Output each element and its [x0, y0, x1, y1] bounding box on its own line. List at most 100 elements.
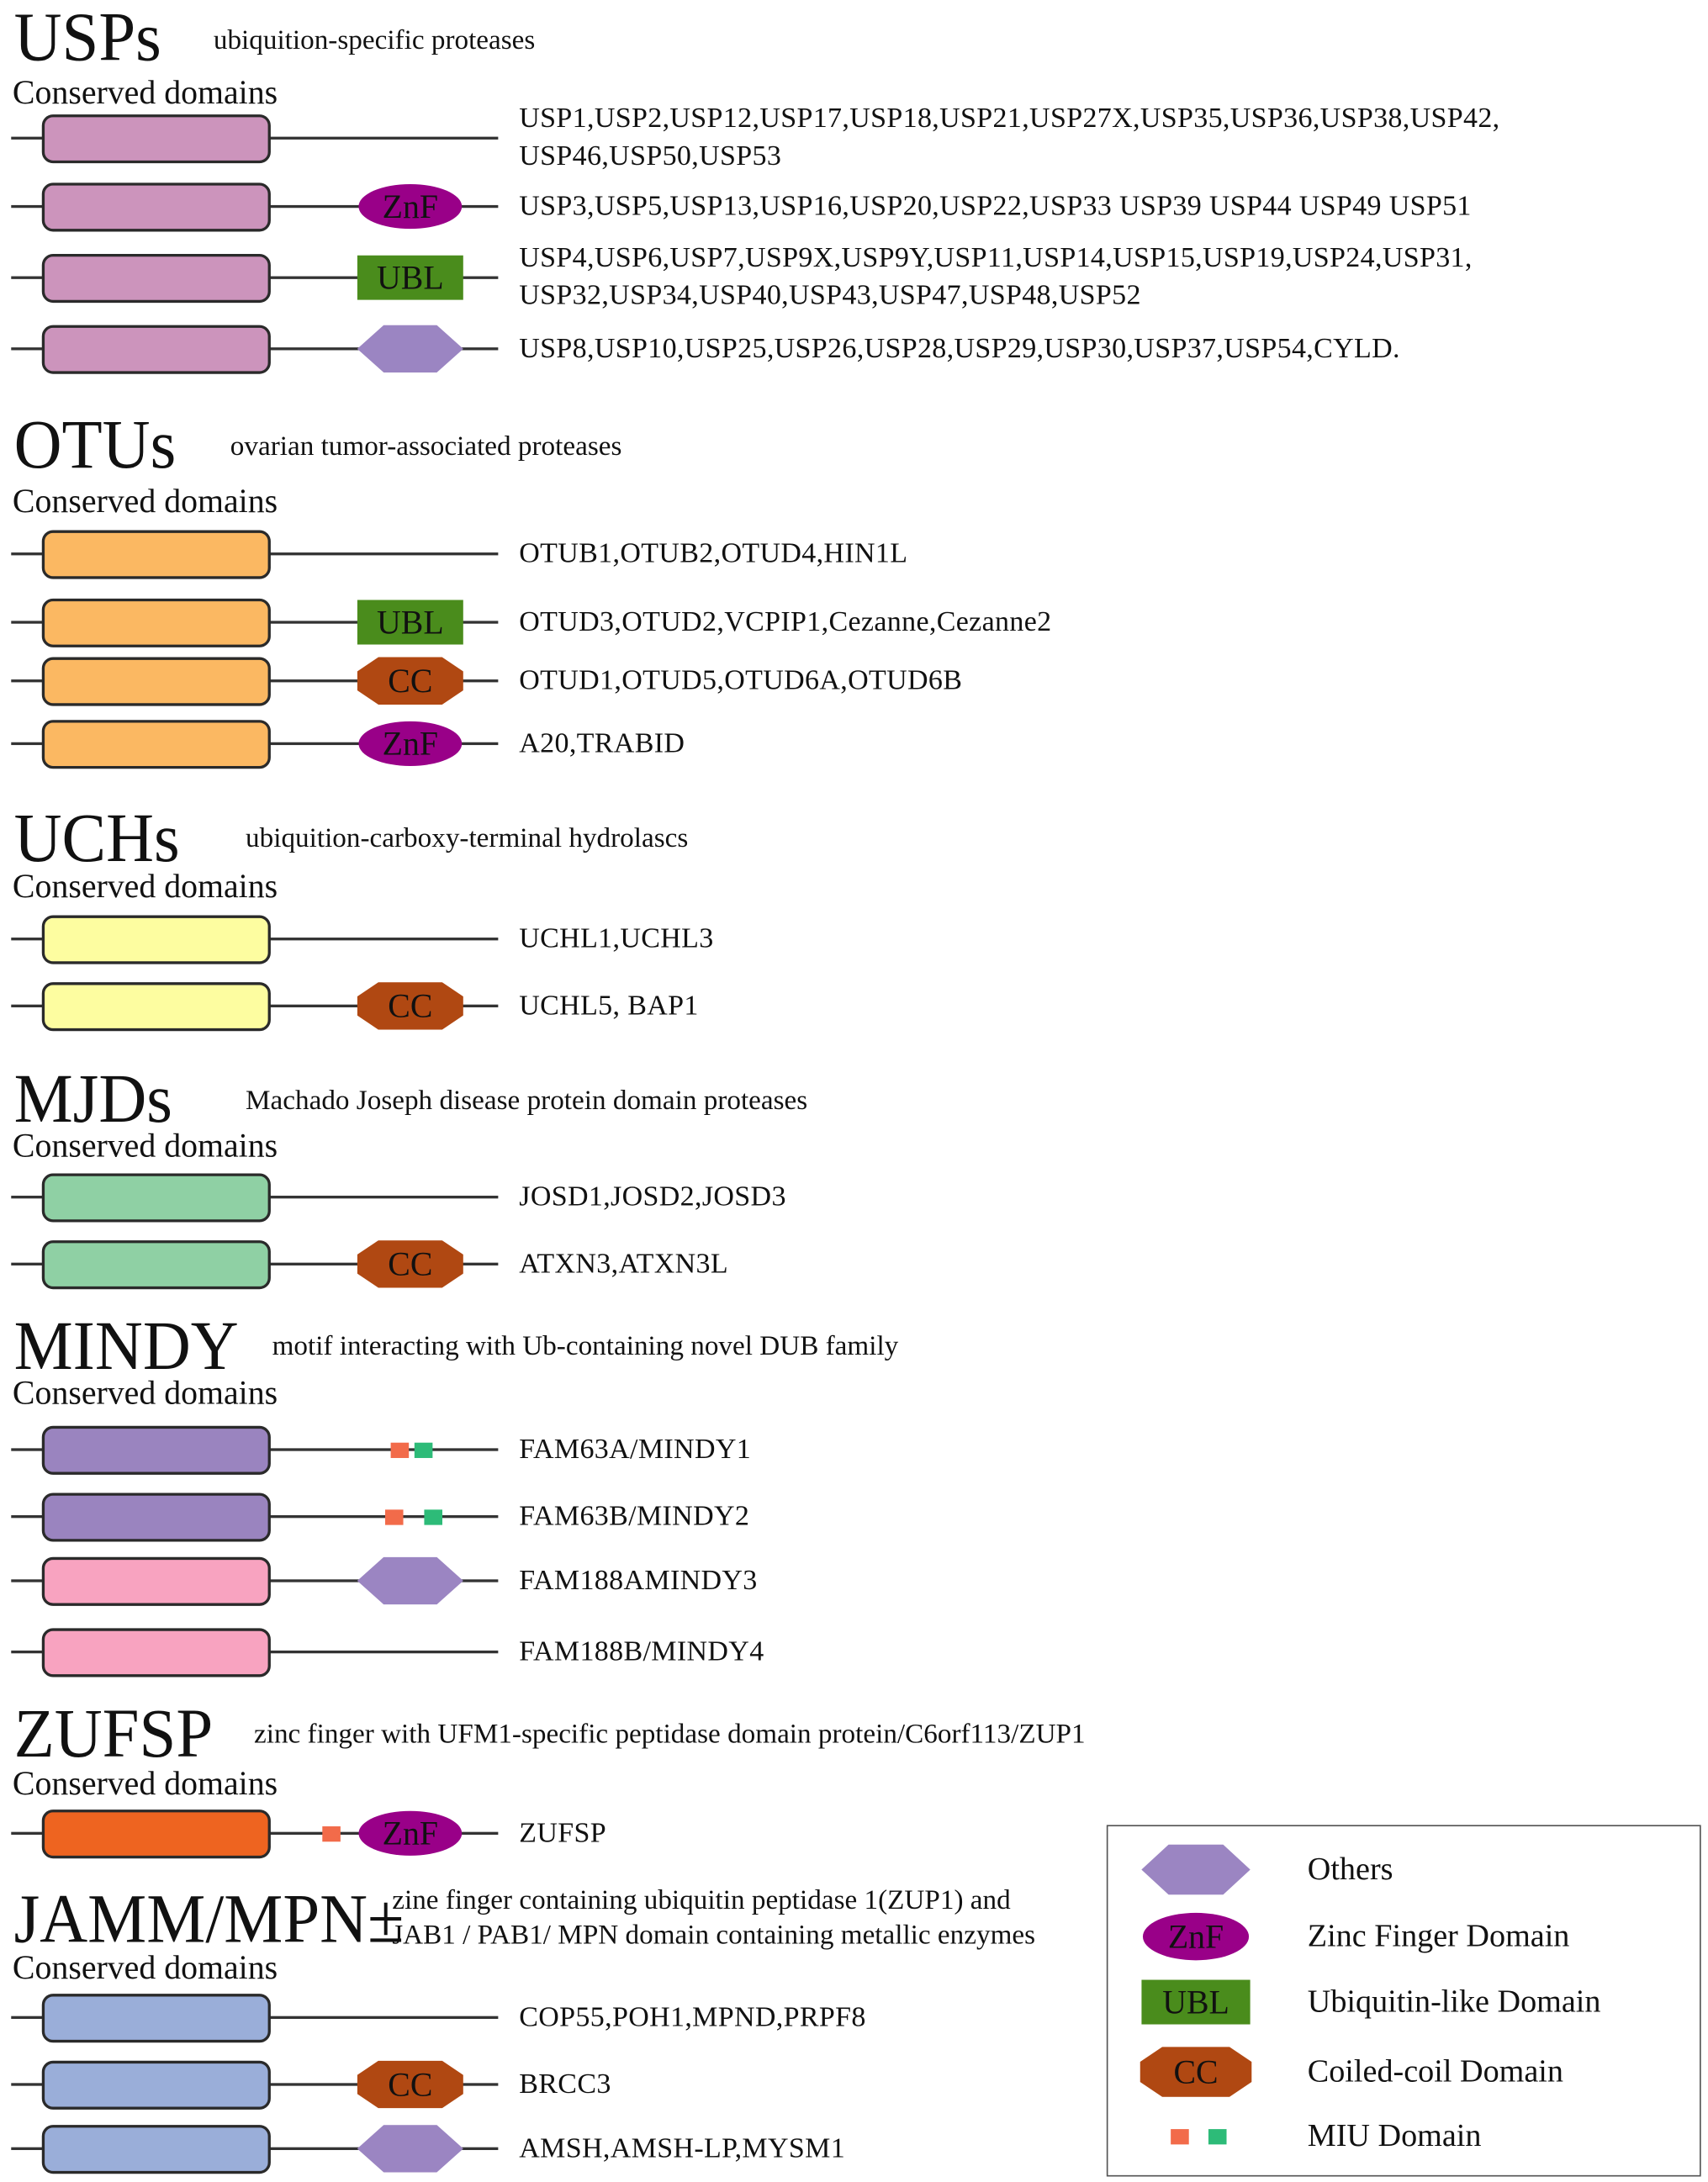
- znf-domain: ZnF: [357, 1810, 463, 1857]
- catalytic-domain: [41, 114, 271, 164]
- catalytic-domain: [41, 2125, 271, 2174]
- gene-list: USP3,USP5,USP13,USP16,USP20,USP22,USP33 …: [519, 190, 1472, 221]
- cc-shape: [357, 1240, 463, 1288]
- ubl-domain: UBL: [357, 600, 463, 645]
- family-title: UCHs: [13, 798, 180, 877]
- gene-list: BRCC3: [519, 2068, 611, 2100]
- gene-list: OTUD1,OTUD5,OTUD6A,OTUD6B: [519, 664, 963, 696]
- catalytic-domain: [41, 1810, 271, 1859]
- others-domain: [357, 1556, 463, 1605]
- gene-list: OTUB1,OTUB2,OTUD4,HIN1L: [519, 537, 908, 569]
- miu-square: [414, 1442, 433, 1458]
- miu-square: [1208, 2129, 1227, 2145]
- family-subtitle: motif interacting with Ub-containing nov…: [272, 1330, 899, 1362]
- gene-list: ZUFSP: [519, 1817, 607, 1848]
- catalytic-domain: [41, 657, 271, 706]
- gene-list: FAM188B/MINDY4: [519, 1635, 764, 1667]
- conserved-domains-label: Conserved domains: [12, 1376, 278, 1413]
- cc-domain: CC: [357, 657, 463, 705]
- gene-list: JOSD1,JOSD2,JOSD3: [519, 1181, 786, 1213]
- legend-ubl-icon: UBL: [1141, 1979, 1251, 2025]
- cc-shape: [357, 982, 463, 1030]
- family-title: JAMM/MPN±: [13, 1879, 405, 1957]
- family-subtitle: ovarian tumor-associated proteases: [230, 431, 622, 462]
- others-domain: [357, 2125, 463, 2173]
- catalytic-domain: [41, 720, 271, 769]
- legend-label: Others: [1307, 1851, 1393, 1887]
- cc-domain: CC: [357, 1240, 463, 1288]
- cc-label: CC: [388, 1246, 432, 1283]
- catalytic-domain: [41, 915, 271, 964]
- ubl-label: UBL: [377, 604, 444, 641]
- cc-shape: [1140, 2047, 1252, 2097]
- catalytic-domain: [41, 1493, 271, 1542]
- znf-label: ZnF: [383, 726, 438, 763]
- legend-label: Zinc Finger Domain: [1307, 1918, 1570, 1954]
- cc-domain: CC: [357, 2060, 463, 2109]
- gene-list: AMSH,AMSH-LP,MYSM1: [519, 2132, 846, 2164]
- catalytic-domain: [41, 1425, 271, 1475]
- znf-label: ZnF: [383, 1815, 438, 1852]
- conserved-domains-label: Conserved domains: [12, 869, 278, 906]
- catalytic-domain: [41, 325, 271, 374]
- znf-domain: ZnF: [357, 182, 463, 230]
- gene-list: FAM188AMINDY3: [519, 1564, 758, 1596]
- gene-list: USP8,USP10,USP25,USP26,USP28,USP29,USP30…: [519, 332, 1400, 364]
- znf-shape: [358, 1810, 463, 1856]
- miu-square: [1171, 2129, 1189, 2145]
- cc-label: CC: [1173, 2053, 1218, 2090]
- znf-label: ZnF: [383, 188, 438, 225]
- znf-domain: ZnF: [357, 720, 463, 767]
- conserved-domains-label: Conserved domains: [12, 75, 278, 112]
- gene-list: USP4,USP6,USP7,USP9X,USP9Y,USP11,USP14,U…: [519, 242, 1473, 274]
- legend-label: MIU Domain: [1307, 2117, 1482, 2153]
- conserved-domains-label: Conserved domains: [12, 1766, 278, 1803]
- catalytic-domain: [41, 1173, 271, 1223]
- ubl-shape: [357, 255, 463, 300]
- catalytic-domain: [41, 1240, 271, 1290]
- gene-list: COP55,POH1,MPND,PRPF8: [519, 2001, 866, 2032]
- legend-label: Coiled-coil Domain: [1307, 2053, 1563, 2089]
- legend-label: Ubiquitin-like Domain: [1307, 1984, 1601, 2020]
- family-title: OTUs: [13, 404, 177, 483]
- family-subtitle: JAB1 / PAB1/ MPN domain containing metal…: [392, 1920, 1036, 1951]
- family-subtitle: Machado Joseph disease protein domain pr…: [246, 1085, 808, 1117]
- cc-label: CC: [388, 988, 432, 1025]
- family-title: MINDY: [13, 1306, 239, 1385]
- miu-square: [384, 1509, 404, 1525]
- miu-square: [390, 1442, 410, 1458]
- gene-list: USP1,USP2,USP12,USP17,USP18,USP21,USP27X…: [519, 103, 1500, 135]
- ubl-shape: [357, 600, 463, 645]
- catalytic-domain: [41, 1994, 271, 2043]
- catalytic-domain: [41, 1628, 271, 1677]
- legend-cc-icon: CC: [1140, 2047, 1252, 2097]
- catalytic-domain: [41, 982, 271, 1032]
- catalytic-domain: [41, 182, 271, 232]
- conserved-domains-label: Conserved domains: [12, 483, 278, 520]
- gene-list: ATXN3,ATXN3L: [519, 1248, 728, 1279]
- others-domain: [357, 325, 463, 373]
- legend-others-icon: [1141, 1844, 1251, 1895]
- others-shape: [357, 1556, 463, 1605]
- family-subtitle: ubiquition-specific proteases: [213, 24, 536, 56]
- family-title: ZUFSP: [13, 1693, 214, 1773]
- znf-shape: [358, 721, 463, 766]
- gene-list: USP46,USP50,USP53: [519, 140, 782, 172]
- cc-label: CC: [388, 2066, 432, 2103]
- catalytic-domain: [41, 2060, 271, 2110]
- catalytic-domain: [41, 253, 271, 304]
- cc-shape: [357, 657, 463, 705]
- family-subtitle: ubiquition-carboxy-terminal hydrolascs: [246, 822, 689, 854]
- family-title: MJDs: [13, 1059, 172, 1138]
- gene-list: FAM63B/MINDY2: [519, 1500, 750, 1532]
- family-subtitle: zinc finger with UFM1-specific peptidase…: [253, 1719, 1086, 1750]
- gene-list: FAM63A/MINDY1: [519, 1433, 752, 1465]
- catalytic-domain: [41, 530, 271, 579]
- znf-shape: [1142, 1912, 1250, 1961]
- conserved-domains-label: Conserved domains: [12, 1128, 278, 1165]
- ubl-shape: [1141, 1979, 1251, 2025]
- catalytic-domain: [41, 1556, 271, 1606]
- gene-list: OTUD3,OTUD2,VCPIP1,Cezanne,Cezanne2: [519, 605, 1052, 637]
- cc-shape: [357, 2060, 463, 2109]
